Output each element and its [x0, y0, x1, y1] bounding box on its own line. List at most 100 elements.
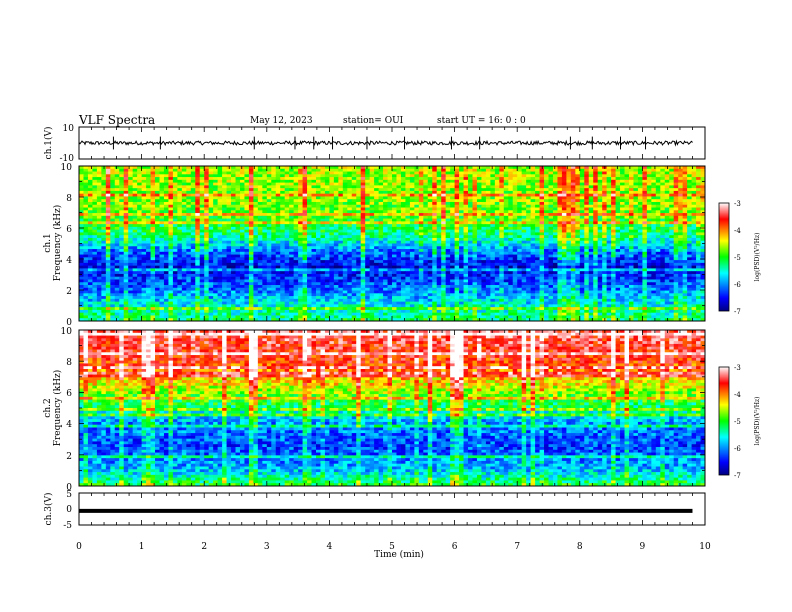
spectrogram-cell	[123, 179, 129, 184]
spectrogram-cell	[468, 166, 473, 170]
spectrogram-cell	[552, 201, 558, 206]
spectrogram-cell	[280, 229, 286, 233]
spectrogram-cell	[146, 213, 151, 217]
spectrogram-cell	[222, 251, 227, 255]
spectrogram-cell	[628, 179, 634, 184]
spectrogram-cell	[137, 232, 142, 236]
spectrogram-cell	[235, 213, 241, 217]
spectrogram-cell	[624, 249, 630, 253]
spectrogram-cell	[552, 240, 558, 244]
spectrogram-cell	[217, 224, 223, 228]
spectrogram-cell	[141, 246, 147, 250]
spectrogram-cell	[351, 182, 357, 186]
spectrogram-cell	[137, 196, 142, 200]
spectrogram-cell	[544, 254, 549, 258]
spectrogram-cell	[633, 213, 639, 217]
spectrogram-cell	[481, 166, 487, 170]
spectrogram-cell	[584, 215, 590, 219]
spectrogram-cell	[369, 257, 375, 261]
spectrogram-cell	[231, 185, 236, 189]
spectrogram-cell	[172, 188, 178, 192]
spectrogram-cell	[526, 196, 532, 200]
spectrogram-cell	[181, 204, 187, 208]
spectrogram-cell	[123, 251, 129, 255]
spectrogram-cell	[239, 235, 245, 239]
spectrogram-cell	[347, 218, 353, 222]
spectrogram-cell	[628, 207, 634, 211]
spectrogram-cell	[105, 177, 111, 181]
spectrogram-cell	[655, 257, 661, 261]
spectrogram-cell	[570, 246, 576, 250]
spectrogram-cell	[266, 166, 272, 170]
spectrogram-cell	[535, 251, 540, 255]
spectrogram-cell	[262, 229, 268, 233]
spectrogram-cell	[552, 221, 558, 225]
spectrogram-cell	[248, 204, 254, 208]
spectrogram-cell	[611, 249, 616, 253]
spectrogram-cell	[651, 166, 657, 170]
spectrogram-cell	[463, 177, 469, 181]
spectrogram-cell	[655, 177, 661, 181]
spectrogram-cell	[548, 221, 554, 225]
spectrogram-cell	[114, 232, 120, 236]
spectrogram-cell	[597, 179, 603, 184]
spectrogram-cell	[392, 213, 397, 217]
spectrogram-cell	[226, 210, 232, 214]
spectrogram-cell	[593, 232, 599, 236]
spectrogram-cell	[146, 174, 151, 178]
spectrogram-cell	[159, 166, 165, 170]
spectrogram-cell	[539, 221, 545, 225]
spectrogram-cell	[535, 215, 540, 219]
spectrogram-cell	[691, 226, 697, 231]
spectrogram-cell	[289, 246, 295, 250]
spectrogram-cell	[155, 190, 160, 195]
spectrogram-cell	[92, 226, 98, 231]
spectrogram-cell	[365, 188, 371, 192]
spectrogram-cell	[445, 246, 451, 250]
spectrogram-cell	[552, 204, 558, 208]
spectrogram-cell	[409, 185, 415, 189]
spectrogram-cell	[101, 254, 107, 258]
spectrogram-cell	[159, 243, 165, 247]
spectrogram-cell	[620, 221, 625, 225]
spectrogram-cell	[231, 177, 236, 181]
spectrogram-cell	[620, 254, 625, 258]
spectrogram-cell	[593, 246, 599, 250]
spectrogram-cell	[561, 224, 567, 228]
spectrogram-cell	[673, 235, 679, 239]
spectrogram-cell	[472, 182, 478, 186]
spectrogram-cell	[584, 235, 590, 239]
spectrogram-cell	[199, 199, 205, 203]
spectrogram-cell	[552, 243, 558, 247]
spectrogram-cell	[347, 260, 353, 264]
spectrogram-cell	[284, 235, 290, 239]
spectrogram-cell	[298, 237, 303, 242]
spectrogram-cell	[105, 235, 111, 239]
spectrogram-cell	[257, 221, 263, 225]
spectrogram-cell	[155, 251, 160, 255]
spectrogram-cell	[262, 188, 268, 192]
spectrogram-cell	[374, 196, 379, 200]
spectrogram-cell	[150, 260, 156, 264]
spectrogram-cell	[374, 218, 379, 222]
spectrogram-cell	[400, 257, 406, 261]
spectrogram-cell	[436, 237, 442, 242]
spectrogram-cell	[454, 185, 460, 189]
spectrogram-cell	[262, 210, 268, 214]
spectrogram-cell	[561, 193, 567, 197]
spectrogram-cell	[593, 174, 599, 178]
spectrogram-cell	[383, 246, 388, 250]
spectrogram-cell	[253, 257, 259, 261]
spectrogram-cell	[378, 177, 384, 181]
spectrogram-cell	[517, 240, 523, 244]
spectrogram-cell	[262, 251, 268, 255]
spectrogram-cell	[548, 215, 554, 219]
spectrogram-cell	[101, 229, 107, 233]
spectrogram-cell	[642, 190, 648, 195]
spectrogram-cell	[137, 243, 142, 247]
spectrogram-cell	[620, 237, 625, 242]
spectrogram-cell	[284, 171, 290, 175]
spectrogram-cell	[110, 185, 116, 189]
spectrogram-cell	[615, 204, 621, 208]
spectrogram-cell	[499, 182, 505, 186]
